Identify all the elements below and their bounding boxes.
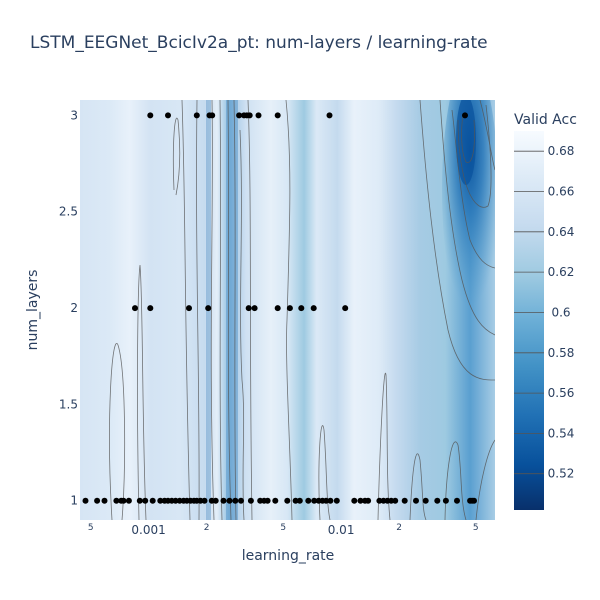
x-tick-label: 5 — [88, 523, 94, 533]
trial-point — [292, 497, 299, 504]
colorbar-gradient — [514, 131, 544, 510]
trial-point — [147, 112, 154, 119]
x-tick-label: 0.001 — [131, 523, 165, 537]
trial-point — [165, 112, 171, 119]
trial-point — [94, 497, 101, 504]
x-tick-label: 2 — [204, 523, 210, 533]
colorbar-tick-label: 0.66 — [548, 185, 575, 199]
trial-point — [327, 497, 334, 504]
trial-point — [264, 497, 271, 504]
plot-area — [80, 100, 495, 520]
trial-point — [274, 112, 281, 119]
colorbar: Valid Acc 0.52 0.54 0.56 0.58 0.6 0.62 0.64 0.6… — [514, 112, 577, 510]
y-axis-label: num_layers — [25, 270, 41, 351]
contour-lines — [109, 100, 495, 520]
trial-point — [274, 305, 281, 312]
trial-point — [125, 497, 132, 504]
trial-point — [365, 497, 372, 504]
colorbar-tick-label: 0.62 — [548, 265, 575, 279]
trial-point — [298, 305, 305, 312]
trial-point — [251, 305, 258, 312]
colorbar-tick-label: 0.68 — [548, 144, 575, 158]
trial-point — [136, 497, 143, 504]
trial-point — [305, 497, 312, 504]
trial-point — [238, 497, 244, 504]
colorbar-tick-label: 0.6 — [551, 305, 570, 319]
x-axis-ticks: 5 0.001 2 5 0.01 2 5 — [88, 523, 479, 537]
trial-point — [113, 497, 120, 504]
colorbar-tick-label: 0.54 — [548, 426, 575, 440]
trial-point — [376, 497, 383, 504]
colorbar-title: Valid Acc — [514, 112, 577, 128]
x-tick-label: 5 — [473, 523, 479, 533]
x-tick-label: 0.01 — [328, 523, 355, 537]
y-tick-label: 2 — [70, 301, 78, 315]
trial-point — [333, 497, 340, 504]
trial-point — [454, 497, 460, 504]
y-tick-label: 1 — [70, 494, 78, 508]
trial-point — [326, 112, 333, 119]
trial-point — [201, 497, 208, 504]
trial-point — [172, 497, 179, 504]
trial-point — [101, 497, 108, 504]
trial-point — [232, 497, 239, 504]
trial-point — [220, 497, 227, 504]
trial-point — [247, 497, 254, 504]
trial-point — [246, 112, 253, 119]
x-axis-label: learning_rate — [242, 548, 335, 564]
colorbar-tick-label: 0.58 — [548, 346, 575, 360]
y-axis-ticks: 1 1.5 2 2.5 3 — [59, 108, 78, 507]
trial-point — [149, 497, 156, 504]
trial-point — [311, 497, 318, 504]
colorbar-tick-label: 0.64 — [548, 225, 575, 239]
x-tick-label: 5 — [280, 523, 286, 533]
trial-point — [442, 497, 449, 504]
trial-point — [471, 497, 477, 504]
trial-point — [296, 497, 303, 504]
trial-point — [186, 305, 192, 312]
trial-point — [351, 497, 358, 504]
trial-point — [193, 112, 200, 119]
trial-point — [413, 497, 419, 504]
trial-point — [205, 305, 212, 312]
colorbar-tick-label: 0.52 — [548, 467, 575, 481]
trial-point — [82, 497, 89, 504]
trial-point — [422, 497, 429, 504]
trial-point — [310, 305, 317, 312]
trial-point — [255, 112, 262, 119]
x-tick-label: 2 — [396, 523, 402, 533]
trial-point — [245, 305, 252, 312]
trial-point — [212, 497, 219, 504]
colorbar-ticks: 0.52 0.54 0.56 0.58 0.6 0.62 0.64 0.66 0.68 — [514, 144, 574, 481]
trial-point — [226, 497, 233, 504]
trial-point — [272, 497, 279, 504]
trial-point — [132, 305, 138, 312]
trial-point — [357, 497, 364, 504]
trial-point — [147, 305, 154, 312]
trial-point — [157, 497, 164, 504]
trial-point — [120, 497, 127, 504]
y-tick-label: 3 — [70, 108, 78, 122]
trial-point — [401, 497, 408, 504]
colorbar-tick-label: 0.56 — [548, 386, 575, 400]
y-tick-label: 2.5 — [59, 205, 78, 219]
y-tick-label: 1.5 — [59, 397, 78, 411]
trial-point — [209, 112, 216, 119]
trial-point — [462, 112, 468, 119]
trial-point — [323, 497, 330, 504]
trial-point — [392, 497, 399, 504]
trial-point — [286, 305, 293, 312]
trial-point — [236, 112, 243, 119]
trial-point — [284, 497, 291, 504]
chart-title: LSTM_EEGNet_BcicIv2a_pt: num-layers / le… — [30, 33, 488, 53]
trial-point — [142, 497, 149, 504]
trial-points — [82, 112, 477, 504]
trial-point — [434, 497, 441, 504]
trial-point — [342, 305, 349, 312]
